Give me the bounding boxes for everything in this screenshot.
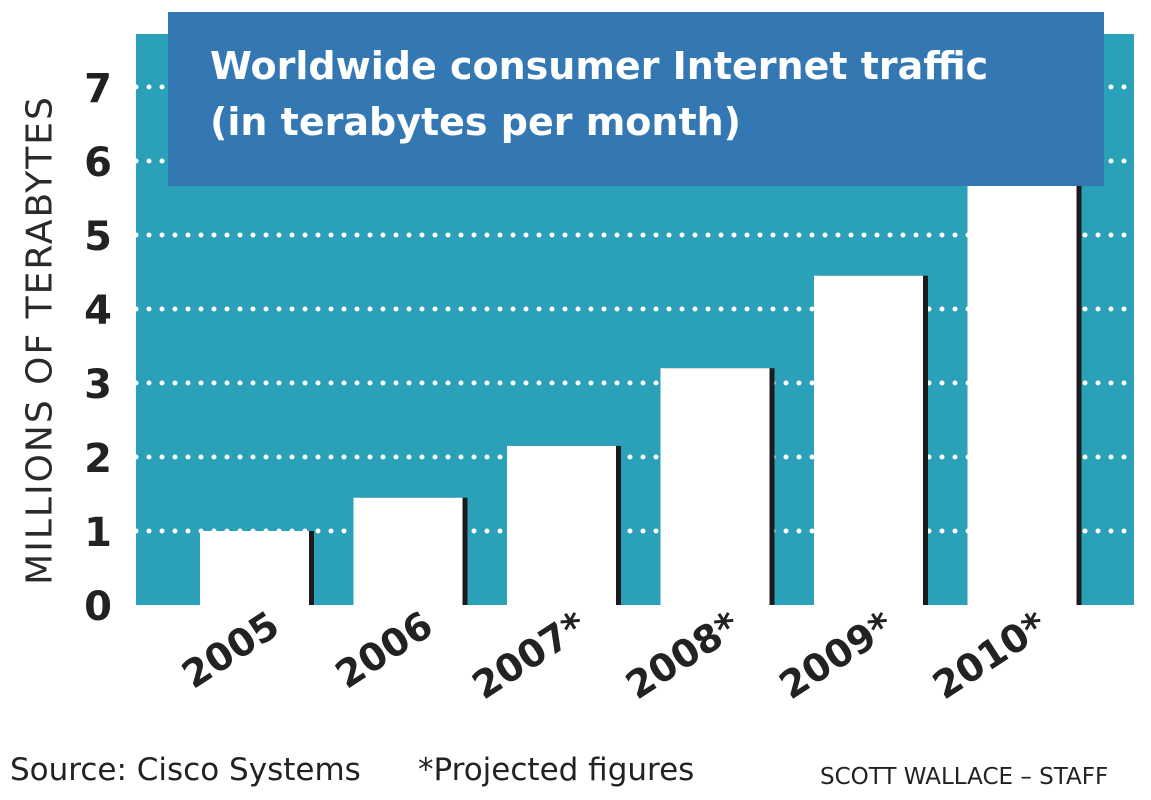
- x-tick-label: 2010*: [925, 603, 1054, 708]
- bar: [967, 161, 1077, 605]
- bar: [353, 497, 463, 605]
- source-note: Source: Cisco Systems: [10, 752, 361, 788]
- bars: [200, 161, 1082, 605]
- y-tick-label: 0: [84, 584, 112, 630]
- y-tick-label: 7: [84, 66, 112, 112]
- bar: [200, 531, 309, 605]
- projected-note: *Projected figures: [418, 752, 695, 788]
- x-tick-label: 2005: [174, 603, 287, 698]
- x-tick-labels: 2005 2006 2007* 2008* 2009* 2010*: [174, 603, 1054, 708]
- y-tick-label: 5: [84, 214, 112, 260]
- bar: [660, 368, 770, 605]
- x-tick-label: 2006: [328, 603, 441, 698]
- y-tick-label: 2: [84, 436, 112, 482]
- x-tick-label: 2007*: [465, 603, 594, 708]
- x-tick-label: 2008*: [618, 603, 747, 708]
- y-tick-label: 3: [84, 362, 112, 408]
- y-tick-label: 1: [84, 510, 112, 556]
- x-tick-label: 2009*: [772, 603, 901, 708]
- y-axis-title-text: MILLIONS OF TERABYTES: [19, 95, 61, 585]
- chart-title-box: Worldwide consumer Internet traffic (in …: [168, 12, 1104, 186]
- chart-subtitle: (in terabytes per month): [210, 100, 742, 144]
- y-tick-labels: 0 1 2 3 4 5 6 7: [84, 66, 112, 630]
- staff-credit: SCOTT WALLACE – STAFF: [820, 764, 1109, 790]
- bar: [814, 275, 923, 605]
- bar: [507, 445, 616, 605]
- y-tick-label: 6: [84, 140, 112, 186]
- y-tick-label: 4: [84, 288, 112, 334]
- chart-title: Worldwide consumer Internet traffic: [210, 44, 989, 88]
